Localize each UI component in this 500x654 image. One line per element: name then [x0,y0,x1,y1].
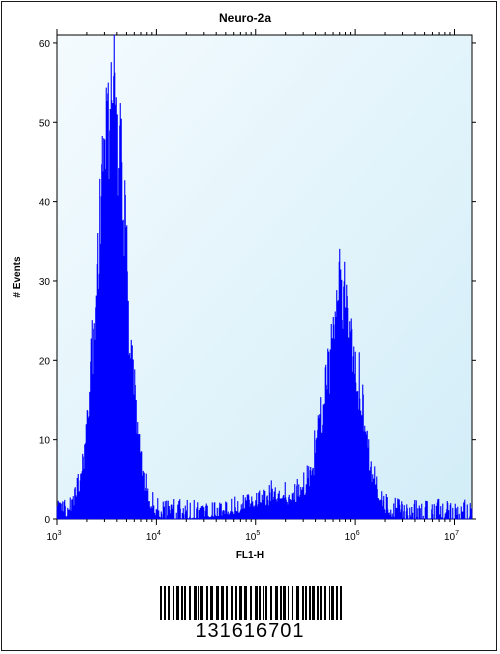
barcode-bar [206,586,208,620]
barcode-bar [200,586,203,620]
barcode-bar [160,586,162,620]
barcode-bar [263,586,264,620]
y-tick-label: 0 [44,515,50,526]
barcode-bar [340,586,342,620]
barcode-bar [255,586,258,620]
barcode-bar [280,586,282,620]
barcode-bar [198,586,199,620]
barcode-bar [265,586,267,620]
barcode-bar [288,586,289,620]
barcode-bar [250,586,252,620]
barcode-bar [336,586,338,620]
barcode-bar [231,586,233,620]
barcode-bar [270,586,272,620]
barcode-bar [244,586,247,620]
barcode-bar [292,586,293,620]
y-tick-label: 30 [39,277,51,288]
barcode-bar [329,586,330,620]
x-axis-label: FL1-H [236,550,264,560]
barcode-bar [324,586,326,620]
y-axis: 0 10 20 30 40 50 60 [39,39,476,526]
barcode-bar [173,586,174,620]
barcode-bar [331,586,334,620]
x-tick-label: 107 [444,530,459,543]
histogram-chart: Neuro-2a 0 10 20 30 40 50 60 103 104 105 106 107 F… [12,11,476,560]
x-tick-label: 104 [146,530,161,543]
x-tick-label: 105 [245,530,260,543]
barcode-bar [216,586,219,620]
barcode-bar [168,586,170,620]
barcode-bar [296,586,299,620]
barcode-bar [235,586,237,620]
barcode-bar [312,586,315,620]
histogram-series [56,34,473,520]
y-axis-label: # Events [12,256,23,298]
barcode-bar [226,586,228,620]
barcode-bar [210,586,213,620]
barcode-bar [221,586,224,620]
barcode-number: 131616701 [195,620,305,642]
x-tick-label: 103 [46,530,61,543]
barcode-bar [275,586,278,620]
barcode-bar [176,586,179,620]
y-tick-label: 20 [39,356,51,367]
barcode-bar [194,586,197,620]
barcode-bar [320,586,322,620]
y-tick-label: 50 [39,118,51,129]
barcode-bar [305,586,307,620]
barcode-bar [259,586,261,620]
barcode-bar [181,586,183,620]
barcode-bar [239,586,242,620]
chart-title: Neuro-2a [219,11,271,25]
barcode-bar [309,586,311,620]
x-axis: 103 104 105 106 107 [46,29,459,543]
y-tick-label: 40 [39,198,51,209]
barcode-bar [164,586,166,620]
barcode-image [160,586,342,620]
barcode-bar [283,586,286,620]
barcode-bar [302,586,304,620]
x-tick-label: 106 [345,530,360,543]
barcode-bar [317,586,319,620]
y-tick-label: 10 [39,436,51,447]
barcode-bar [189,586,191,620]
y-tick-label: 60 [39,39,51,50]
barcode-bar [184,586,186,620]
